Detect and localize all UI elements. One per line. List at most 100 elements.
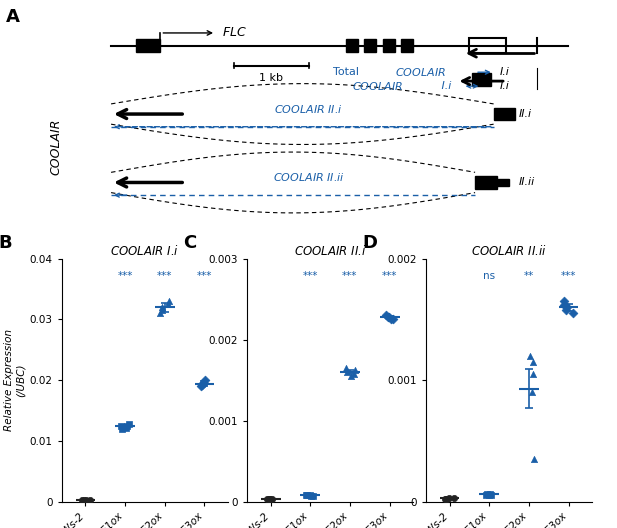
Text: II.ii: II.ii	[518, 177, 534, 187]
Text: Total: Total	[333, 67, 363, 77]
Point	[262, 495, 272, 503]
Text: ns: ns	[483, 271, 495, 281]
Point	[561, 306, 571, 314]
Point	[349, 370, 359, 378]
Point	[81, 496, 91, 504]
Point	[301, 491, 311, 499]
Text: ***: ***	[342, 271, 358, 281]
Text: COOLAIR: COOLAIR	[49, 119, 62, 175]
Point	[485, 490, 495, 498]
Point	[442, 494, 452, 503]
Point	[121, 423, 131, 432]
Point	[199, 379, 209, 388]
Point	[527, 388, 537, 397]
Y-axis label: Relative Expression
(/UBC): Relative Expression (/UBC)	[4, 329, 25, 431]
Point	[449, 494, 458, 503]
Point	[568, 309, 578, 317]
Bar	[472, 73, 491, 86]
Point	[85, 496, 95, 504]
Text: ***: ***	[197, 271, 212, 281]
Text: ***: ***	[157, 271, 173, 281]
Point	[80, 496, 89, 505]
Text: $COOLAIR$: $COOLAIR$	[395, 66, 446, 78]
Point	[305, 491, 315, 499]
Point	[308, 492, 318, 500]
Bar	[383, 39, 395, 52]
Title: $COOLAIR$ I.i: $COOLAIR$ I.i	[110, 243, 180, 258]
Point	[482, 490, 492, 498]
Point	[562, 303, 572, 312]
Point	[528, 370, 538, 378]
Point	[350, 366, 360, 375]
Text: $COOLAIR$: $COOLAIR$	[352, 80, 403, 92]
Point	[441, 494, 450, 503]
Point	[157, 303, 167, 312]
Point	[263, 495, 273, 504]
Point	[386, 314, 396, 323]
Point	[440, 495, 450, 503]
Bar	[364, 39, 376, 52]
Bar	[494, 108, 515, 120]
Point	[387, 315, 397, 324]
Point	[528, 358, 537, 366]
Text: C: C	[183, 234, 197, 252]
Text: D: D	[362, 234, 378, 252]
Text: B: B	[0, 234, 12, 252]
Bar	[401, 39, 413, 52]
Point	[267, 495, 276, 503]
Point	[342, 368, 352, 376]
Point	[116, 421, 126, 430]
Text: $COOLAIR$ II.ii: $COOLAIR$ II.ii	[273, 172, 344, 183]
Point	[560, 297, 569, 305]
Text: A: A	[6, 7, 20, 25]
Title: $COOLAIR$ II.i: $COOLAIR$ II.i	[294, 243, 366, 258]
Point	[486, 491, 495, 499]
Text: $COOLAIR$ II.i: $COOLAIR$ II.i	[274, 103, 343, 115]
Bar	[136, 39, 160, 52]
Text: I.i: I.i	[500, 67, 510, 77]
Point	[77, 496, 87, 505]
Point	[124, 420, 134, 428]
Point	[481, 491, 491, 499]
Point	[529, 455, 539, 464]
Text: ***: ***	[561, 271, 576, 281]
Point	[484, 491, 494, 499]
Point	[265, 495, 275, 503]
Text: **: **	[524, 271, 534, 281]
Point	[83, 496, 93, 505]
Point	[444, 494, 454, 502]
Bar	[475, 176, 497, 189]
Point	[559, 300, 569, 309]
Text: I.i: I.i	[500, 81, 510, 91]
Point	[165, 297, 175, 305]
Bar	[469, 38, 506, 53]
Point	[163, 300, 173, 308]
Text: $FLC$: $FLC$	[222, 26, 247, 40]
Point	[197, 379, 207, 388]
Text: ***: ***	[302, 271, 318, 281]
Bar	[497, 178, 509, 186]
Point	[122, 421, 132, 430]
Point	[117, 425, 126, 433]
Point	[157, 306, 167, 315]
Point	[346, 372, 356, 380]
Text: II.i: II.i	[518, 109, 531, 119]
Point	[306, 491, 316, 499]
Bar	[346, 39, 358, 52]
Point	[525, 352, 535, 360]
Point	[302, 491, 312, 499]
Point	[264, 495, 274, 503]
Point	[200, 376, 210, 384]
Point	[381, 311, 391, 319]
Point	[196, 382, 206, 391]
Text: ***: ***	[117, 271, 133, 281]
Point	[155, 309, 165, 317]
Point	[383, 313, 392, 321]
Text: I.i: I.i	[438, 81, 452, 91]
Text: ***: ***	[382, 271, 397, 281]
Point	[197, 381, 207, 389]
Title: $COOLAIR$ II.ii: $COOLAIR$ II.ii	[471, 243, 547, 258]
Point	[384, 313, 394, 321]
Point	[341, 364, 350, 372]
Text: 1 kb: 1 kb	[260, 73, 283, 83]
